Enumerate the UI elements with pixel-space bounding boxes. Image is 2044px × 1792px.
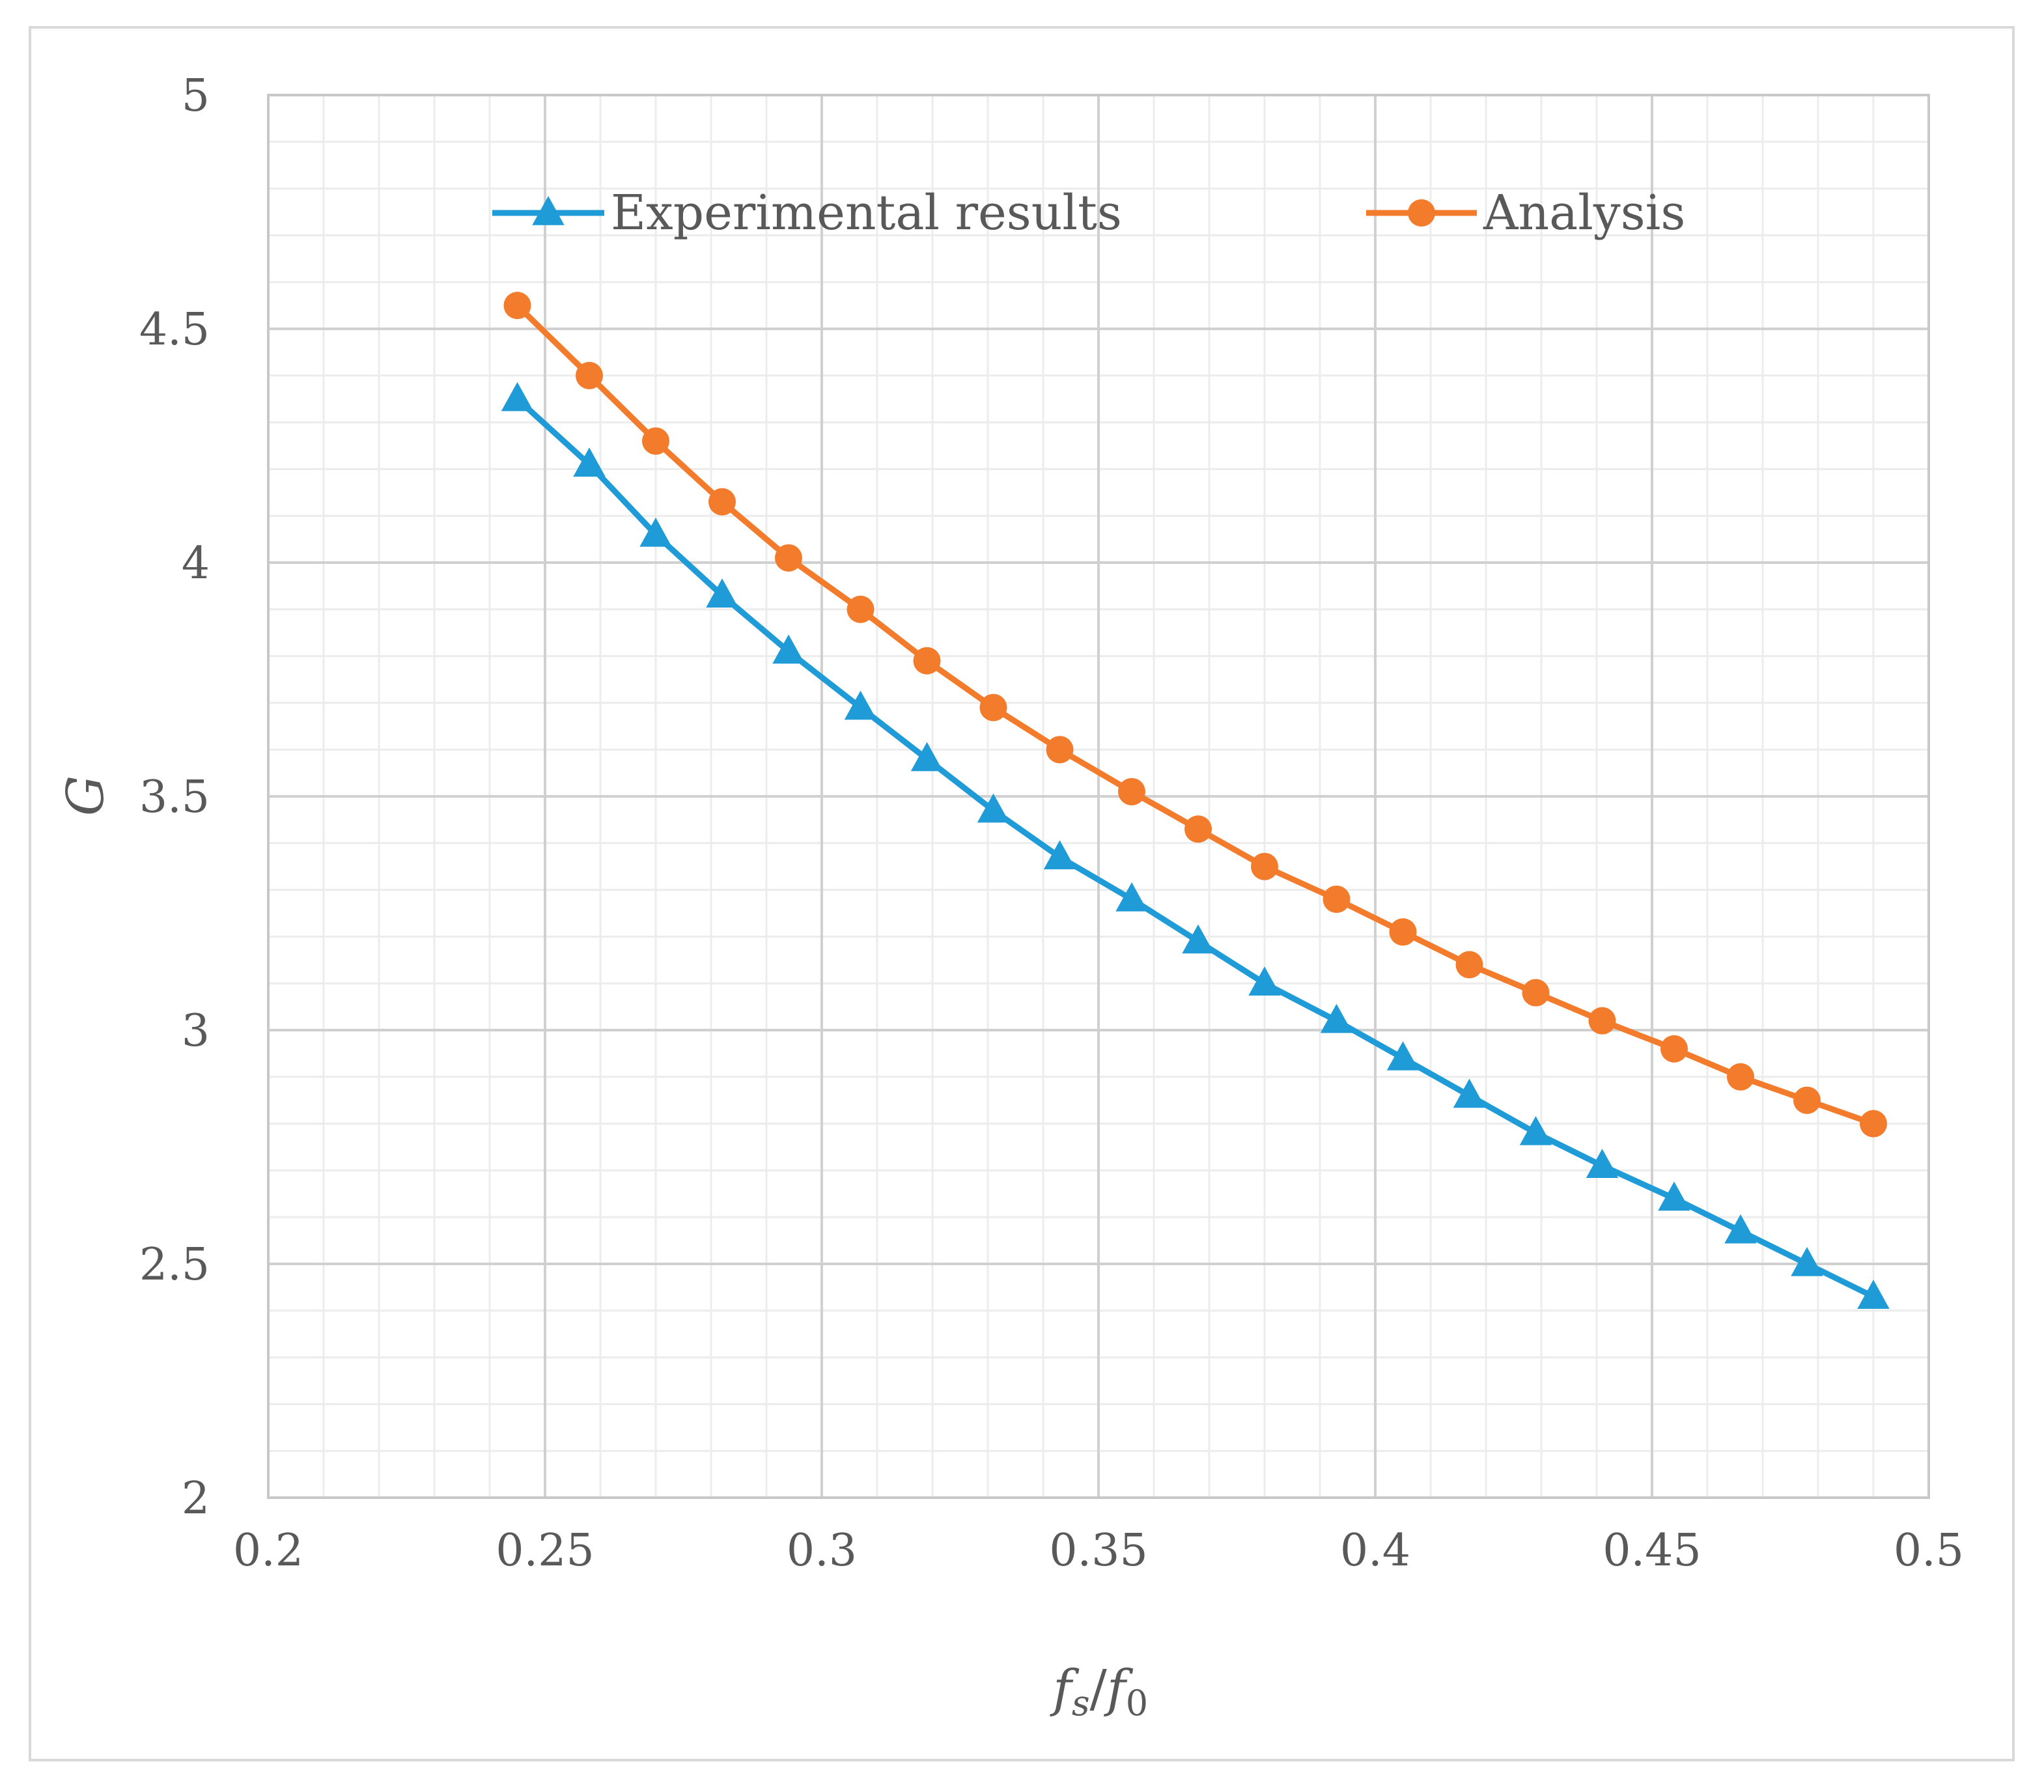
series-analysis <box>503 292 1887 1138</box>
data-point-circle <box>1184 815 1212 843</box>
legend: Experimental results Analysis <box>492 185 1685 241</box>
y-axis-title: G <box>57 776 115 816</box>
data-point-circle <box>1046 736 1074 764</box>
data-point-triangle <box>1043 840 1076 870</box>
data-point-triangle <box>1724 1214 1757 1244</box>
series-line <box>515 397 1875 1300</box>
data-point-triangle <box>772 634 805 664</box>
x-axis-title: fs/f0 <box>1050 1660 1148 1724</box>
x-tick-labels: 0.2 0.25 0.3 0.35 0.4 0.45 0.5 <box>233 1525 1964 1576</box>
x-tick-label: 0.2 <box>233 1525 303 1576</box>
data-point-circle <box>708 488 736 516</box>
data-point-circle <box>576 361 603 389</box>
x-tick-label: 0.5 <box>1894 1525 1964 1576</box>
data-point-circle <box>1860 1110 1887 1138</box>
data-point-triangle <box>639 517 672 547</box>
y-tick-labels: 2 2.5 3 3.5 4 4.5 5 <box>139 70 210 1524</box>
y-tick-label: 3 <box>182 1005 210 1057</box>
data-point-circle <box>1660 1035 1688 1063</box>
data-point-triangle <box>910 742 944 772</box>
x-tick-label: 0.25 <box>496 1525 594 1576</box>
data-point-circle <box>1793 1086 1821 1114</box>
data-point-triangle <box>1115 882 1148 912</box>
data-point-triangle <box>844 690 877 720</box>
legend-circle-icon <box>1408 199 1435 227</box>
plot-area-rect <box>267 94 1930 1499</box>
legend-item-analysis[interactable]: Analysis <box>1366 185 1685 241</box>
y-tick-label: 4.5 <box>139 304 210 356</box>
series-experimental <box>501 382 1890 1309</box>
legend-triangle-icon <box>532 196 565 225</box>
data-point-triangle <box>1586 1149 1619 1178</box>
data-point-circle <box>775 544 802 572</box>
data-point-circle <box>1389 918 1417 946</box>
data-point-circle <box>1588 1007 1616 1035</box>
data-point-triangle <box>573 447 606 477</box>
data-point-circle <box>1455 951 1483 979</box>
y-tick-label: 2.5 <box>139 1239 210 1291</box>
chart-frame <box>29 26 2015 1761</box>
y-tick-label: 5 <box>182 70 210 122</box>
x-axis-title-sub-s: s <box>1072 1683 1090 1724</box>
data-point-circle <box>1727 1063 1754 1091</box>
data-point-triangle <box>1182 924 1214 954</box>
x-tick-label: 0.4 <box>1340 1525 1410 1576</box>
x-axis-title-slash: / <box>1090 1660 1108 1718</box>
data-point-triangle <box>977 793 1010 823</box>
data-point-circle <box>1118 777 1145 805</box>
y-tick-label: 4 <box>182 538 210 589</box>
data-point-triangle <box>1386 1041 1420 1071</box>
data-point-circle <box>642 427 669 455</box>
y-tick-label: 2 <box>182 1473 210 1524</box>
plot-area-border <box>267 94 1930 1499</box>
data-point-triangle <box>1248 966 1281 996</box>
y-tick-label: 3.5 <box>139 772 210 823</box>
data-point-triangle <box>1658 1181 1690 1211</box>
data-point-triangle <box>1857 1280 1890 1309</box>
data-point-triangle <box>1320 1003 1353 1033</box>
data-point-circle <box>979 693 1007 721</box>
legend-item-experimental[interactable]: Experimental results <box>492 185 1122 241</box>
x-tick-label: 0.35 <box>1049 1525 1147 1576</box>
data-point-circle <box>847 595 875 623</box>
x-axis-title-sub-0: 0 <box>1126 1683 1148 1724</box>
data-series <box>501 292 1890 1309</box>
series-line <box>515 303 1875 1127</box>
data-point-triangle <box>1519 1115 1552 1145</box>
legend-label-experimental: Experimental results <box>611 185 1122 241</box>
data-point-triangle <box>501 382 534 412</box>
data-point-triangle <box>706 578 738 608</box>
legend-label-analysis: Analysis <box>1483 185 1685 241</box>
data-point-triangle <box>1791 1247 1823 1276</box>
x-tick-label: 0.3 <box>787 1525 857 1576</box>
data-point-circle <box>1323 885 1351 913</box>
data-point-circle <box>1251 852 1278 880</box>
data-point-circle <box>503 292 531 320</box>
data-point-triangle <box>1453 1078 1486 1108</box>
data-point-circle <box>1522 979 1550 1007</box>
x-tick-label: 0.45 <box>1603 1525 1701 1576</box>
data-point-circle <box>913 647 941 675</box>
